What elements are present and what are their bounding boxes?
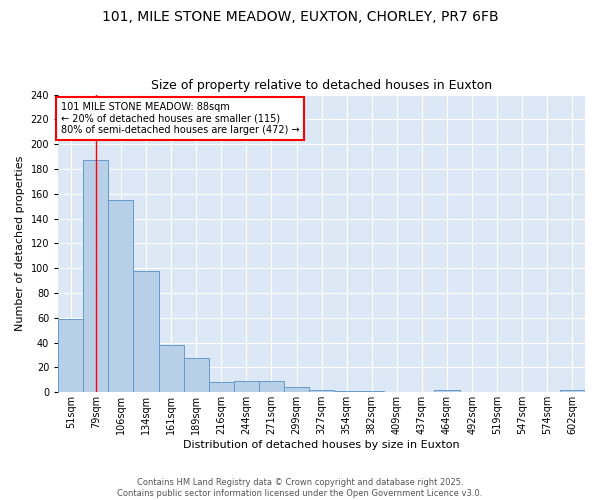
Bar — [109, 200, 133, 392]
Bar — [259, 381, 284, 392]
Bar — [434, 390, 460, 392]
Bar — [359, 391, 385, 392]
Bar — [334, 391, 359, 392]
Bar — [209, 382, 234, 392]
Text: Contains HM Land Registry data © Crown copyright and database right 2025.
Contai: Contains HM Land Registry data © Crown c… — [118, 478, 482, 498]
Text: 101 MILE STONE MEADOW: 88sqm
← 20% of detached houses are smaller (115)
80% of s: 101 MILE STONE MEADOW: 88sqm ← 20% of de… — [61, 102, 299, 135]
Bar — [560, 390, 585, 392]
Title: Size of property relative to detached houses in Euxton: Size of property relative to detached ho… — [151, 79, 492, 92]
Bar — [133, 270, 158, 392]
Text: 101, MILE STONE MEADOW, EUXTON, CHORLEY, PR7 6FB: 101, MILE STONE MEADOW, EUXTON, CHORLEY,… — [101, 10, 499, 24]
Bar — [284, 388, 309, 392]
Y-axis label: Number of detached properties: Number of detached properties — [15, 156, 25, 331]
Bar — [83, 160, 109, 392]
Bar — [58, 319, 83, 392]
Bar — [234, 381, 259, 392]
Bar — [184, 358, 209, 392]
Bar — [309, 390, 334, 392]
X-axis label: Distribution of detached houses by size in Euxton: Distribution of detached houses by size … — [183, 440, 460, 450]
Bar — [158, 345, 184, 393]
